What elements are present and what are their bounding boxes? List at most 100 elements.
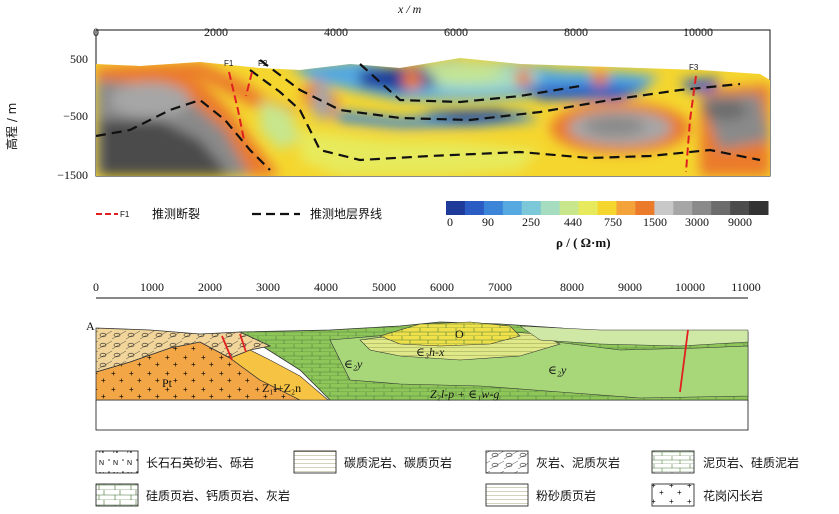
- colorbar-cell: [673, 201, 693, 215]
- top-x-tick: 6000: [444, 25, 468, 39]
- legend-text: 泥页岩、硅质泥岩: [703, 455, 799, 470]
- label-o: O: [455, 327, 464, 341]
- legend-text: 长石石英砂岩、砾岩: [146, 455, 254, 470]
- unit-surface-band: [519, 325, 749, 347]
- colorbar-tick: 90: [482, 215, 494, 229]
- colorbar-cell: [502, 201, 523, 215]
- legend-text: 粉砂质页岩: [536, 488, 596, 503]
- legend-text: 灰岩、泥质灰岩: [536, 455, 620, 470]
- fault-label-f1: F1: [224, 59, 234, 68]
- colorbar: 0 90 250 440 750 1500 3000 9000 ρ / ( Ω·…: [446, 201, 769, 250]
- colorbar-cell: [711, 201, 731, 215]
- bottom-x-tick: 5000: [372, 280, 396, 294]
- colorbar-cell: [616, 201, 636, 215]
- section-legend: F1 推测断裂 推测地层界线: [96, 206, 382, 221]
- top-y-tick: −1500: [57, 168, 88, 182]
- boundary-lines: [95, 59, 761, 171]
- geology-section: 0 1000 2000 3000 4000 5000 6000 7000 800…: [86, 280, 761, 431]
- colorbar-cell: [597, 201, 617, 215]
- bottom-x-tick: 3000: [256, 280, 280, 294]
- colorbar-cell: [635, 201, 655, 215]
- colorbar-cell: [749, 201, 769, 215]
- feldspar-quartz-sandstone-icon: [95, 450, 139, 474]
- top-y-ticks: 500 −500 −1500: [57, 52, 88, 182]
- colorbar-cell: [521, 201, 542, 215]
- y-axis-label: 高程 / m: [4, 103, 19, 150]
- colorbar-cells: [446, 201, 769, 215]
- legend-item: 泥页岩、硅质泥岩: [651, 450, 799, 474]
- mudstone-icon: [651, 450, 695, 474]
- profile-corner-label: A: [86, 319, 95, 333]
- bottom-x-tick: 1000: [140, 280, 164, 294]
- legend-item: 灰岩、泥质灰岩: [485, 450, 620, 474]
- colorbar-tick: 1500: [643, 215, 667, 229]
- legend-text: 硅质页岩、钙质页岩、灰岩: [146, 488, 290, 503]
- bottom-x-tick: 8000: [560, 280, 584, 294]
- bottom-x-tick: 0: [93, 280, 99, 294]
- label-e2-left: ∈₂y: [344, 357, 363, 371]
- fault-legend-text: 推测断裂: [152, 206, 200, 221]
- label-e2-right: ∈₂y: [548, 363, 567, 377]
- fault-label-f2: F2: [258, 59, 268, 68]
- colorbar-cell: [578, 201, 599, 215]
- carbonaceous-mudstone-icon: [293, 450, 337, 474]
- limestone-icon: [485, 450, 529, 474]
- bottom-x-ticks: 0 1000 2000 3000 4000 5000 6000 7000 800…: [93, 280, 761, 294]
- legend-item: 长石石英砂岩、砾岩: [95, 450, 254, 474]
- legend-item: 花岗闪长岩: [651, 483, 763, 507]
- fault-legend-sample: F1: [120, 210, 130, 219]
- colorbar-unit: ρ / ( Ω·m): [556, 235, 611, 250]
- x-axis-label: x / m: [397, 2, 422, 16]
- top-x-tick: 2000: [204, 25, 228, 39]
- silty-shale-icon: [485, 483, 529, 507]
- top-x-ticks: 0 2000 4000 6000 8000 10000: [93, 25, 713, 39]
- label-pt: Pt: [162, 376, 173, 390]
- colorbar-cell: [692, 201, 712, 215]
- bottom-x-tick: 6000: [430, 280, 454, 294]
- colorbar-cell: [483, 201, 504, 215]
- bottom-x-tick: 10000: [675, 280, 705, 294]
- top-y-tick: 500: [70, 52, 88, 66]
- colorbar-cell: [559, 201, 580, 215]
- legend-item: 碳质泥岩、碳质页岩: [293, 450, 452, 474]
- fault-lines: [228, 71, 697, 173]
- siliceous-shale-icon: [95, 483, 139, 507]
- top-x-tick: 8000: [564, 25, 588, 39]
- top-x-tick: 0: [93, 25, 99, 39]
- colorbar-tick: 440: [564, 215, 582, 229]
- resistivity-colormap: [96, 58, 770, 176]
- label-e3: ∈₃h-x: [416, 345, 445, 359]
- colorbar-tick: 0: [447, 215, 453, 229]
- colorbar-tick: 3000: [685, 215, 709, 229]
- resistivity-section: F1 F2 F3 x / m 0 2000 4000 6000 8000 100…: [4, 2, 771, 182]
- legend-item: 硅质页岩、钙质页岩、灰岩: [95, 483, 290, 507]
- granodiorite-icon: [651, 483, 695, 507]
- top-x-tick: 4000: [324, 25, 348, 39]
- legend-text: 碳质泥岩、碳质页岩: [344, 455, 452, 470]
- unit-z1: [229, 349, 329, 401]
- legend-item: 粉砂质页岩: [485, 483, 596, 507]
- label-z2: Z₂l-p + ∈₁w-g: [430, 387, 499, 401]
- lithology-legend: 长石石英砂岩、砾岩 碳质泥岩、碳质页岩 灰岩、泥质灰岩 泥页岩、硅质泥岩 硅质页…: [95, 450, 799, 507]
- colorbar-cell: [464, 201, 485, 215]
- bottom-x-tick: 11000: [731, 280, 761, 294]
- colorbar-cell: [730, 201, 750, 215]
- top-y-tick: −500: [63, 109, 88, 123]
- colorbar-tick: 9000: [728, 215, 752, 229]
- colorbar-ticks: 0 90 250 440 750 1500 3000 9000: [447, 215, 752, 229]
- profile-faults: [221, 329, 689, 393]
- colorbar-cell: [540, 201, 561, 215]
- legend-text: 花岗闪长岩: [703, 488, 763, 503]
- top-x-tick: 10000: [683, 25, 713, 39]
- bottom-x-tick: 2000: [198, 280, 222, 294]
- colorbar-cell: [446, 201, 466, 215]
- colorbar-cell: [654, 201, 674, 215]
- bottom-x-tick: 4000: [314, 280, 338, 294]
- colorbar-tick: 750: [604, 215, 622, 229]
- boundary-legend-text: 推测地层界线: [310, 207, 382, 221]
- fault-label-f3: F3: [689, 63, 699, 72]
- bottom-x-tick: 7000: [488, 280, 512, 294]
- profile-base: [95, 399, 749, 431]
- label-z1: Z₁l+Z₂n: [262, 381, 301, 395]
- bottom-x-tick: 9000: [618, 280, 642, 294]
